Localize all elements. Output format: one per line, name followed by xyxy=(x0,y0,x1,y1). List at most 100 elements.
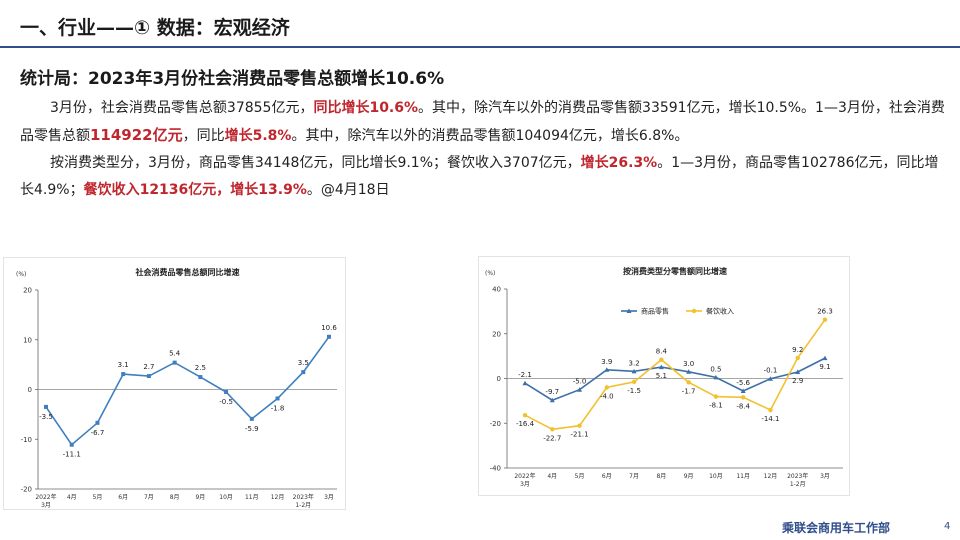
series-line xyxy=(45,336,330,446)
y-tick-label: 0 xyxy=(28,386,32,394)
legend-marker xyxy=(691,308,697,314)
series-line xyxy=(524,319,826,431)
page-number: 4 xyxy=(944,521,951,532)
data-point xyxy=(604,385,610,390)
data-label: 8.4 xyxy=(656,348,668,356)
data-point xyxy=(740,388,746,394)
chart-frame xyxy=(3,257,346,510)
x-tick-label: 7月 xyxy=(629,473,639,480)
body-text: 3月份，社会消费品零售总额37855亿元，同比增长10.6%。其中，除汽车以外的… xyxy=(20,95,950,204)
y-axis-unit: (%) xyxy=(485,270,495,277)
data-point xyxy=(713,374,719,380)
y-tick-label: 0 xyxy=(497,375,501,383)
data-point xyxy=(327,334,331,339)
data-point xyxy=(550,427,555,432)
data-point xyxy=(795,355,800,361)
x-tick-label: 2023年 1-2月 xyxy=(787,472,808,488)
x-tick-label: 3月 xyxy=(324,494,334,501)
y-tick-label: -40 xyxy=(490,465,501,473)
consumption-type-chart-svg: 按消费类型分零售额同比增速 (%) 40 20 0 -20 -40 2022年 3月 4月 5月 6月… xyxy=(478,256,850,496)
highlight-q1-growth: 增长5.8% xyxy=(224,128,292,144)
data-point xyxy=(522,380,528,386)
series-line xyxy=(524,357,826,402)
data-point xyxy=(95,420,100,425)
x-tick-label: 10月 xyxy=(709,473,723,480)
data-point xyxy=(275,396,280,401)
data-label: 10.6 xyxy=(321,324,337,332)
data-label: -5.9 xyxy=(245,425,259,433)
data-label: -14.1 xyxy=(761,415,779,423)
slide-title: 一、行业——① 数据：宏观经济 xyxy=(20,17,290,39)
x-tick-label: 2023年 1-2月 xyxy=(293,493,314,509)
data-point xyxy=(686,380,691,385)
x-tick-label: 12月 xyxy=(764,473,778,480)
data-label: 3.2 xyxy=(629,359,640,367)
y-tick-label: -20 xyxy=(490,420,501,428)
data-label: 3.9 xyxy=(601,358,612,366)
data-point xyxy=(768,407,773,413)
data-label: -1.7 xyxy=(682,387,696,395)
x-tick-label: 8月 xyxy=(170,494,180,501)
data-label: 9.2 xyxy=(792,346,803,354)
data-label: -3.5 xyxy=(39,413,53,421)
highlight-catering-growth: 增长26.3% xyxy=(580,155,658,171)
x-tick-label: 5月 xyxy=(575,473,585,480)
text-segment: 。其中，除汽车以外的消费品零售额104094亿元，增长6.8%。 xyxy=(291,128,689,144)
data-point xyxy=(172,360,177,365)
data-point xyxy=(577,387,583,392)
data-label: -5.6 xyxy=(736,379,750,387)
legend-label: 商品零售 xyxy=(641,307,669,316)
data-label: 3.5 xyxy=(298,359,309,367)
data-label: 26.3 xyxy=(817,308,833,316)
x-tick-label: 8月 xyxy=(656,473,666,480)
data-label: 3.0 xyxy=(683,360,694,368)
data-label: -2.1 xyxy=(518,371,532,379)
x-tick-label: 4月 xyxy=(67,494,77,501)
y-tick-label: 40 xyxy=(492,286,501,294)
legend-marker xyxy=(626,308,632,313)
data-label: -16.4 xyxy=(516,420,535,428)
x-tick-label: 9月 xyxy=(195,494,205,501)
data-label: -11.1 xyxy=(63,451,81,459)
y-axis-unit: (%) xyxy=(16,271,26,278)
data-label: -8.1 xyxy=(709,402,723,410)
y-tick-label: -10 xyxy=(21,436,32,444)
chart-title: 社会消费品零售总额同比增速 xyxy=(135,267,240,277)
data-point xyxy=(740,395,746,400)
x-tick-label: 11月 xyxy=(736,473,750,480)
data-point xyxy=(631,379,637,385)
data-point xyxy=(795,369,801,375)
highlight-catering-q1: 餐饮收入12136亿元，增长13.9% xyxy=(83,182,307,198)
data-label: -21.1 xyxy=(570,431,588,439)
data-point xyxy=(822,355,828,361)
data-point xyxy=(44,404,48,409)
data-label: -1.5 xyxy=(627,387,641,395)
data-point xyxy=(249,416,254,421)
data-label: -6.7 xyxy=(91,429,105,437)
text-segment: 。@4月18日 xyxy=(306,182,390,198)
data-point xyxy=(549,397,555,403)
data-point xyxy=(686,369,692,374)
chart-title: 按消费类型分零售额同比增速 xyxy=(623,266,727,276)
text-segment: 。1—3月份，商品零售102786亿元，同比增长4.9%； xyxy=(20,155,939,198)
data-point xyxy=(631,368,637,374)
data-point xyxy=(69,442,74,447)
x-tick-label: 11月 xyxy=(245,494,259,501)
data-label: 3.1 xyxy=(118,361,129,369)
data-label: -22.7 xyxy=(543,434,561,442)
data-point xyxy=(604,367,610,372)
x-tick-label: 7月 xyxy=(144,494,154,501)
data-label: -8.4 xyxy=(736,402,750,410)
data-point xyxy=(658,364,664,370)
data-label: 2.7 xyxy=(143,363,154,371)
data-label: 2.9 xyxy=(792,377,803,385)
paragraph-consumption-type: 按消费类型分，3月份，商品零售34148亿元，同比增长9.1%；餐饮收入3707… xyxy=(20,150,950,204)
data-point xyxy=(146,374,151,379)
y-tick-label: 10 xyxy=(23,336,32,344)
title-divider xyxy=(0,46,960,48)
text-segment: 3月份，社会消费品零售总额37855亿元， xyxy=(50,100,314,116)
data-point xyxy=(224,389,229,394)
data-label: 5.1 xyxy=(656,372,667,380)
data-label: -1.8 xyxy=(271,404,285,412)
